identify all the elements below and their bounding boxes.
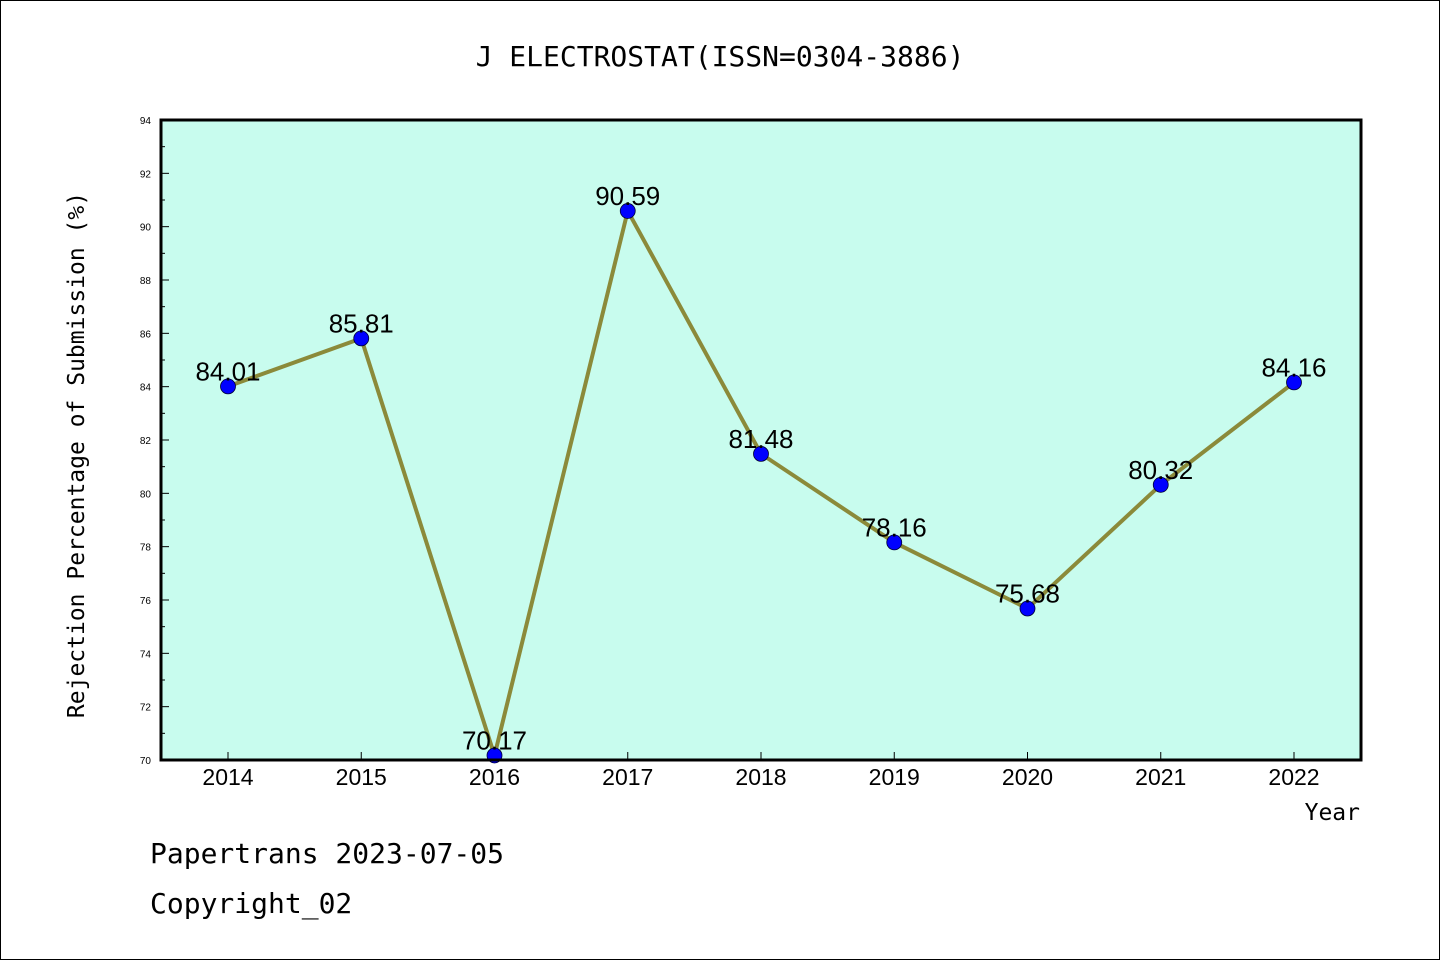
- footer-copyright: Copyright_02: [150, 887, 352, 921]
- y-tick-label: 92: [140, 169, 152, 180]
- x-tick-label: 2021: [1135, 764, 1186, 790]
- x-tick-label: 2020: [1002, 764, 1053, 790]
- y-tick-label: 80: [140, 489, 152, 500]
- data-label: 84.16: [1261, 352, 1326, 382]
- y-tick-label: 86: [140, 329, 152, 340]
- y-tick-label: 88: [140, 276, 152, 287]
- data-point-marker: [1152, 476, 1169, 493]
- y-tick-label: 84: [140, 383, 152, 394]
- data-label: 80.32: [1128, 455, 1193, 485]
- x-tick-label: 2016: [469, 764, 520, 790]
- data-label: 70.17: [462, 725, 527, 755]
- y-tick-label: 78: [140, 543, 152, 554]
- data-point-marker: [619, 203, 636, 219]
- y-tick-label: 90: [140, 223, 152, 234]
- x-tick-label: 2018: [735, 764, 786, 790]
- y-axis-label: Rejection Percentage of Submission (%): [64, 192, 90, 718]
- x-axis-label: Year: [1305, 800, 1360, 826]
- y-tick-label: 72: [140, 703, 152, 714]
- data-label: 90.59: [595, 181, 660, 211]
- x-tick-label: 2022: [1268, 764, 1319, 790]
- chart-title: J ELECTROSTAT(ISSN=0304-3886): [476, 40, 965, 73]
- data-point-marker: [353, 330, 370, 347]
- y-tick-label: 82: [140, 436, 152, 447]
- data-point-marker: [220, 378, 236, 395]
- footer-date: Papertrans 2023-07-05: [150, 837, 504, 870]
- data-label: 78.16: [862, 512, 927, 542]
- x-tick-label: 2014: [202, 764, 253, 790]
- x-tick-label: 2017: [602, 764, 653, 790]
- y-tick-label: 76: [140, 596, 152, 607]
- chart-marks: 70 72 74 76 78 80 82 84 86 88 90 92 94 2014 2015 2016 20…: [140, 116, 1327, 790]
- data-label: 75.68: [995, 579, 1060, 609]
- data-point-marker: [1019, 600, 1036, 617]
- data-label: 81.48: [728, 424, 793, 454]
- plot-area: [161, 120, 1361, 760]
- y-tick-label: 70: [140, 756, 152, 767]
- x-tick-label: 2015: [336, 764, 387, 790]
- data-label: 84.01: [195, 356, 260, 386]
- y-tick-label: 74: [140, 649, 152, 660]
- y-tick-label: 94: [140, 116, 152, 127]
- data-point-marker: [886, 534, 903, 551]
- data-point-marker: [753, 445, 769, 462]
- data-label: 85.81: [329, 308, 394, 338]
- data-point-marker: [1286, 374, 1302, 391]
- x-tick-label: 2019: [869, 764, 920, 790]
- plot-frame: [159, 118, 1363, 762]
